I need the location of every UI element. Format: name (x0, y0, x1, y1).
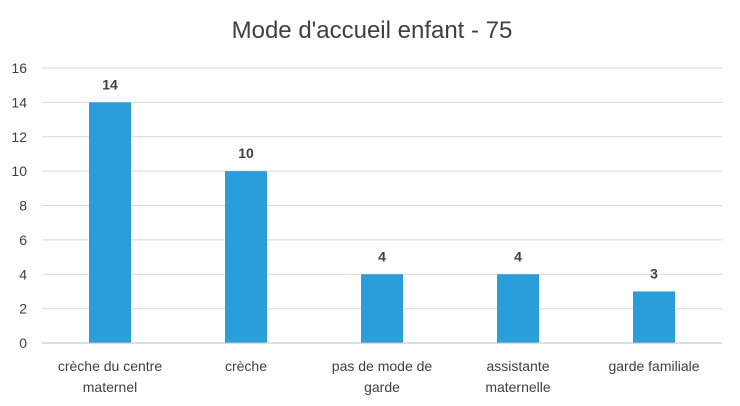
grid-lines (42, 67, 722, 310)
y-tick-label: 10 (11, 163, 27, 179)
bar (633, 291, 675, 343)
data-label: 3 (650, 265, 658, 281)
bar (497, 274, 539, 343)
x-axis: crèche du centre maternel crèche pas de mod… (42, 342, 722, 395)
y-tick-label: 4 (19, 266, 27, 282)
y-tick-label: 8 (19, 198, 27, 214)
y-tick-label: 14 (11, 94, 27, 110)
x-category-label: crèche (225, 358, 267, 374)
bar (361, 274, 403, 343)
x-category-label: assistante (486, 358, 549, 374)
bar (89, 102, 131, 343)
y-tick-label: 6 (19, 232, 27, 248)
y-tick-label: 12 (11, 129, 27, 145)
x-category-label: maternelle (485, 379, 551, 395)
data-label: 14 (102, 76, 118, 92)
data-label: 10 (238, 145, 254, 161)
x-category-label: garde (364, 379, 400, 395)
chart-title: Mode d'accueil enfant - 75 (232, 17, 513, 44)
data-label: 4 (514, 248, 522, 264)
bar (225, 171, 267, 343)
y-tick-label: 0 (19, 335, 27, 351)
y-axis: 0 2 4 6 8 10 12 14 16 (11, 60, 27, 351)
x-category-label: maternel (83, 379, 137, 395)
x-category-label: crèche du centre (58, 358, 162, 374)
bars: 14 10 4 4 3 (89, 76, 675, 343)
y-tick-label: 2 (19, 301, 27, 317)
y-tick-label: 16 (11, 60, 27, 76)
data-label: 4 (378, 248, 386, 264)
x-category-label: garde familiale (608, 358, 699, 374)
x-category-label: pas de mode de (332, 358, 433, 374)
